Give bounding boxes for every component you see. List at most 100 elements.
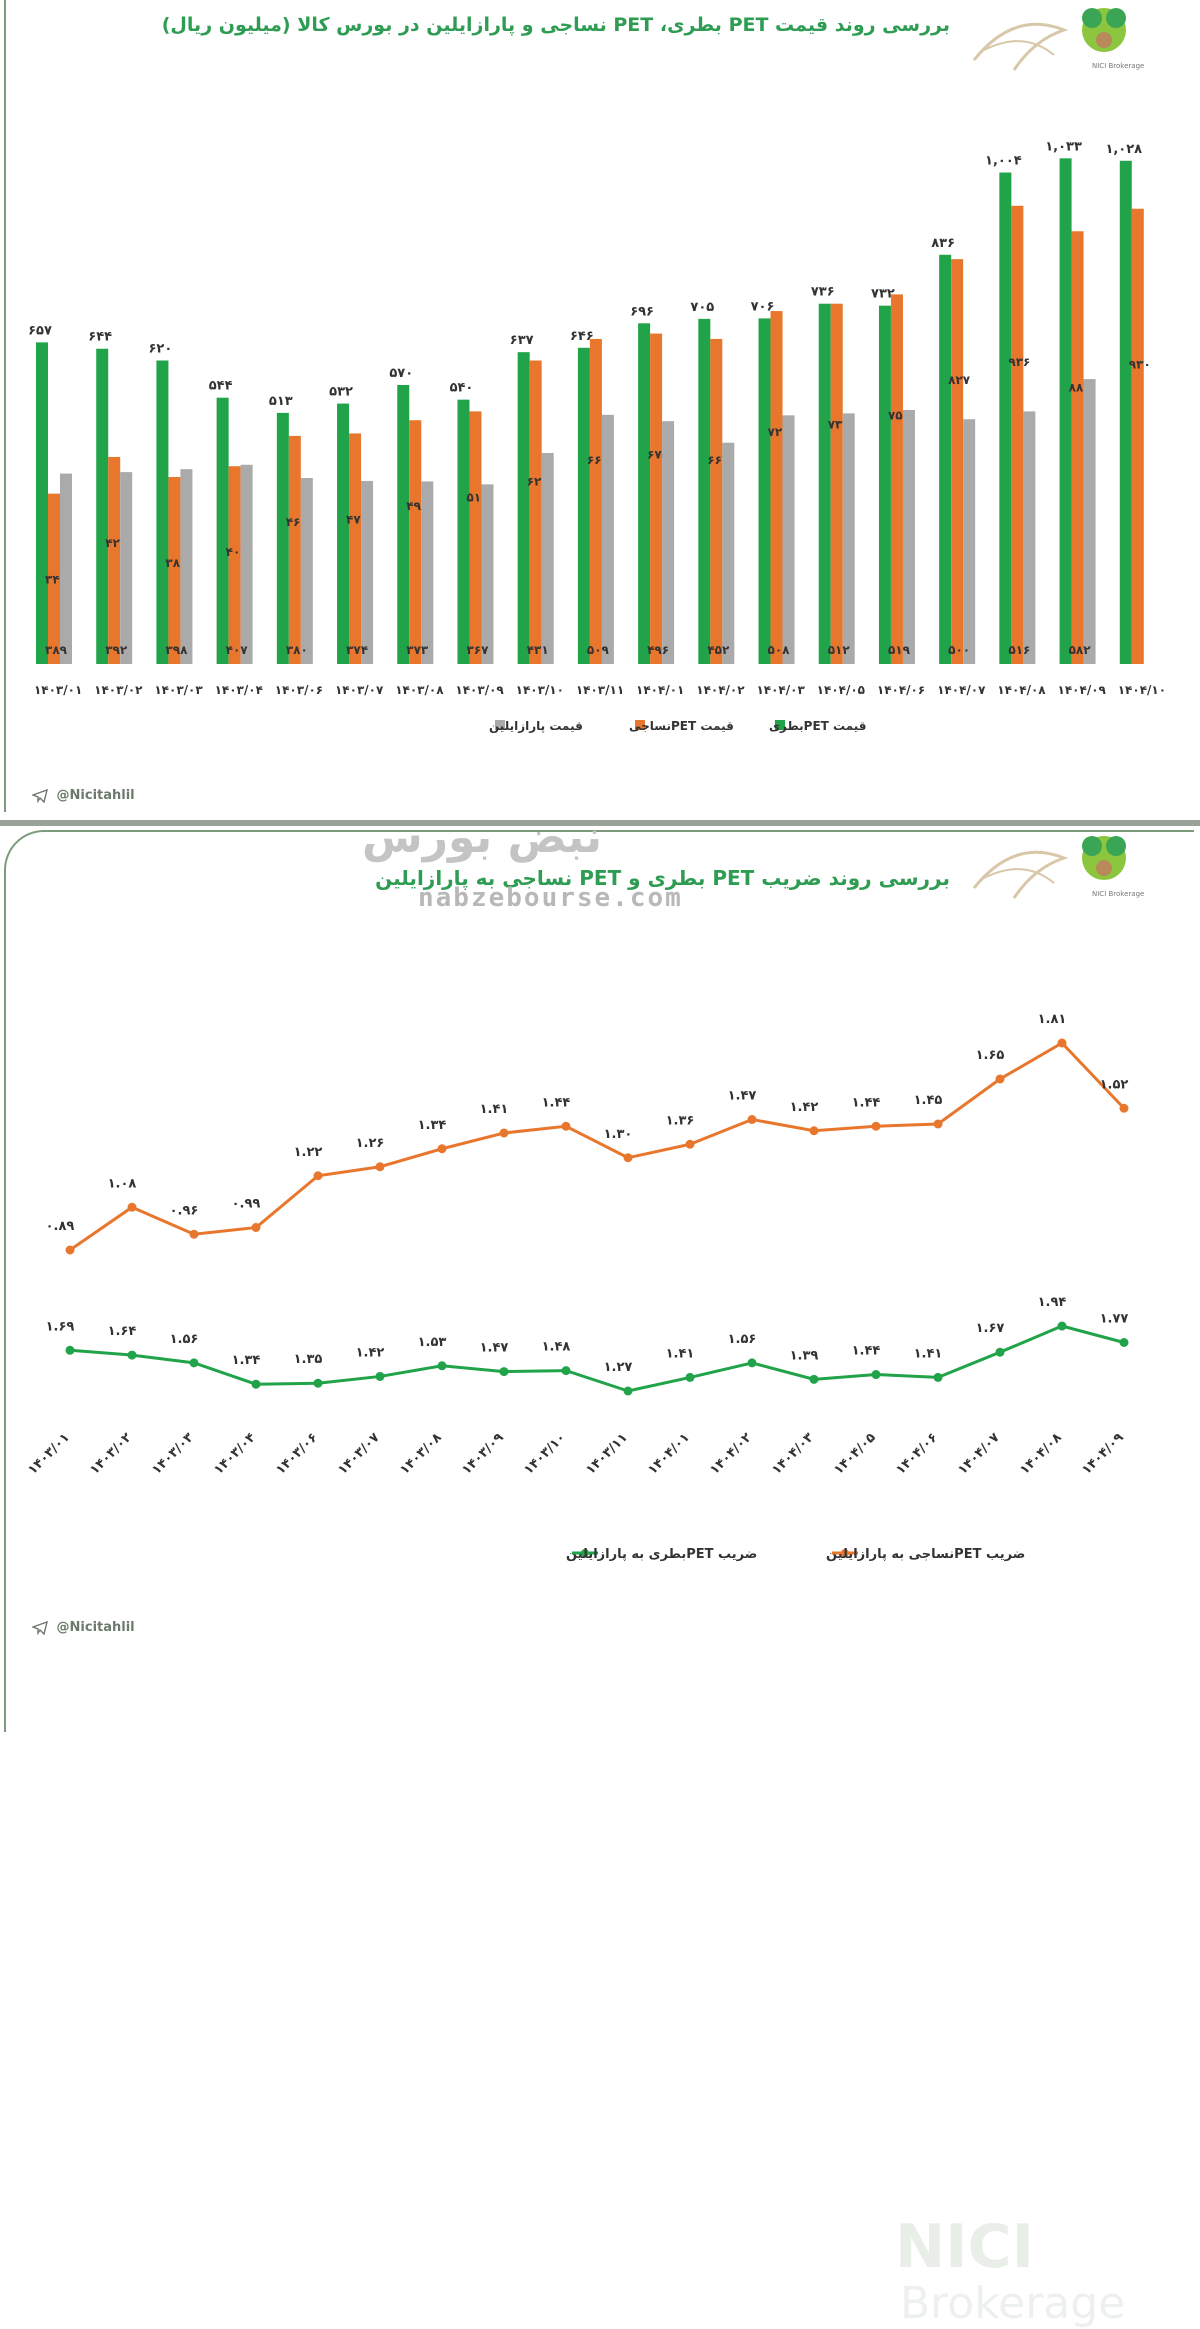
- bar: [421, 481, 434, 664]
- data-label: ۶۴۶: [570, 329, 594, 344]
- bar: [1023, 411, 1036, 664]
- bar: [529, 360, 542, 664]
- legend-label: قیمت پارازایلین: [489, 719, 583, 733]
- bar: [361, 480, 374, 664]
- data-label: ۱.۴۱: [480, 1102, 509, 1117]
- tick-label: ۱۴۰۴/۰۵: [817, 683, 865, 697]
- data-label: ۳۸۰: [286, 643, 308, 657]
- data-point: [685, 1139, 695, 1149]
- bar: [216, 397, 229, 664]
- data-label: ۱.۵۶: [728, 1332, 757, 1347]
- price-chart-title: بررسی روند قیمت PET بطری، PET نساجی و پا…: [161, 14, 950, 36]
- bar: [951, 259, 964, 664]
- bar: [48, 493, 60, 664]
- data-label: ۱.۲۷: [604, 1360, 633, 1375]
- data-label: ۷۰۵: [690, 300, 714, 315]
- data-label: ۸۳۶: [931, 236, 955, 251]
- tick-label: ۱۴۰۴/۰۷: [955, 1430, 1003, 1478]
- bar: [120, 472, 133, 664]
- bar: [517, 352, 530, 664]
- bar: [818, 303, 831, 664]
- tick-label: ۱۴۰۳/۰۴: [211, 1430, 259, 1478]
- data-point: [437, 1144, 447, 1154]
- data-point: [375, 1162, 385, 1172]
- bar: [698, 318, 711, 664]
- data-label: ۱.۲۶: [356, 1136, 385, 1151]
- data-label: ۵۰۹: [587, 643, 610, 657]
- data-label: ۵۱۶: [1008, 643, 1030, 657]
- bar: [276, 412, 289, 664]
- bar: [601, 414, 614, 664]
- bar: [758, 318, 771, 664]
- data-label: ۴۹۶: [647, 643, 669, 657]
- tick-label: ۱۴۰۳/۰۶: [275, 683, 323, 697]
- bar: [1083, 379, 1096, 664]
- telegram-handle[interactable]: @Nicitahlil: [31, 788, 135, 803]
- legend-marker: [841, 1549, 849, 1557]
- data-label: ۷۰۶: [751, 299, 775, 314]
- data-label: ۶۹۶: [630, 304, 654, 319]
- data-label: ۱,۰۲۸: [1105, 142, 1142, 157]
- data-point: [809, 1126, 819, 1136]
- data-label: ۰.۸۹: [46, 1219, 75, 1234]
- data-point: [871, 1121, 881, 1131]
- data-label: ۶۲۰: [149, 341, 173, 356]
- data-label: ۱.۳۰: [604, 1127, 633, 1142]
- tick-label: ۱۴۰۳/۰۷: [335, 1430, 383, 1478]
- bar: [890, 294, 903, 664]
- tick-label: ۱۴۰۳/۰۲: [94, 683, 143, 697]
- data-point: [809, 1374, 819, 1384]
- data-point: [747, 1358, 757, 1368]
- ratio-chart-title: بررسی روند ضریب PET بطری و PET نساجی به …: [375, 866, 950, 890]
- bar: [830, 303, 843, 664]
- series-line: [69, 1324, 1125, 1393]
- bar: [999, 172, 1012, 664]
- data-label: ۶۵۷: [28, 323, 52, 338]
- data-point: [871, 1370, 881, 1380]
- bar: [36, 342, 48, 664]
- data-label: ۵۱۳: [269, 394, 293, 409]
- data-label: ۱.۰۸: [108, 1176, 137, 1191]
- tick-label: ۱۴۰۴/۱۰: [1118, 683, 1166, 697]
- bar: [180, 469, 193, 664]
- data-point: [685, 1372, 695, 1382]
- site-watermark-logo: نبض بورس: [362, 812, 602, 863]
- data-label: ۵۱۲: [828, 643, 851, 657]
- tick-label: ۱۴۰۳/۰۷: [335, 683, 384, 697]
- data-point: [623, 1153, 633, 1163]
- data-label: ۴۳۱: [527, 643, 549, 657]
- tick-label: ۱۴۰۴/۰۱: [645, 1430, 693, 1478]
- data-label: ۱,۰۰۴: [985, 154, 1022, 169]
- telegram-icon: [31, 1620, 48, 1635]
- data-point: [1119, 1338, 1129, 1347]
- tick-label: ۱۴۰۴/۰۲: [696, 683, 745, 697]
- data-label: ۱.۴۴: [542, 1095, 571, 1110]
- telegram-handle-text: @Nicitahlil: [56, 788, 135, 803]
- tick-label: ۱۴۰۳/۰۸: [397, 1430, 445, 1478]
- data-label: ۱.۴۸: [542, 1340, 571, 1355]
- nici-logo: NICI Brokerage: [954, 828, 1164, 908]
- legend-marker: [581, 1549, 589, 1557]
- telegram-icon: [31, 788, 48, 803]
- tick-label: ۱۴۰۴/۰۸: [997, 683, 1046, 697]
- telegram-handle[interactable]: @Nicitahlil: [31, 1620, 135, 1635]
- bar: [108, 456, 121, 664]
- data-label: ۵۱۹: [888, 643, 911, 657]
- tick-label: ۱۴۰۴/۰۳: [769, 1430, 817, 1478]
- data-label: ۹۳۰: [1129, 358, 1151, 372]
- bar: [168, 477, 181, 664]
- data-point: [499, 1367, 509, 1377]
- data-label: ۱.۹۴: [1038, 1295, 1067, 1310]
- data-point: [1057, 1038, 1067, 1048]
- bar: [770, 311, 783, 664]
- data-label: ۵۰۸: [768, 643, 791, 657]
- bar: [577, 347, 590, 664]
- bar: [878, 305, 891, 664]
- bar: [96, 348, 109, 664]
- data-label: ۱.۳۹: [790, 1348, 819, 1363]
- tick-label: ۱۴۰۳/۰۱: [25, 1430, 73, 1478]
- bar: [228, 466, 241, 664]
- tick-label: ۱۴۰۳/۰۲: [87, 1430, 135, 1478]
- data-label: ۱.۶۵: [976, 1048, 1005, 1063]
- data-point: [375, 1371, 385, 1381]
